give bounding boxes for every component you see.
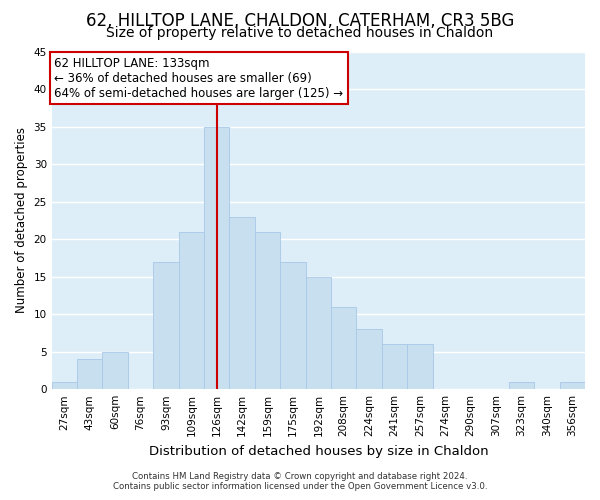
Bar — [255, 232, 280, 389]
Bar — [103, 352, 128, 389]
Bar — [305, 276, 331, 389]
Y-axis label: Number of detached properties: Number of detached properties — [15, 128, 28, 314]
Bar — [407, 344, 433, 389]
Bar — [229, 216, 255, 389]
Bar — [356, 329, 382, 389]
Bar — [179, 232, 204, 389]
Text: 62, HILLTOP LANE, CHALDON, CATERHAM, CR3 5BG: 62, HILLTOP LANE, CHALDON, CATERHAM, CR3… — [86, 12, 514, 30]
Bar — [331, 306, 356, 389]
Bar — [382, 344, 407, 389]
Bar — [52, 382, 77, 389]
Bar — [560, 382, 585, 389]
Bar — [204, 126, 229, 389]
Text: Size of property relative to detached houses in Chaldon: Size of property relative to detached ho… — [106, 26, 494, 40]
Text: Contains HM Land Registry data © Crown copyright and database right 2024.
Contai: Contains HM Land Registry data © Crown c… — [113, 472, 487, 491]
Bar — [153, 262, 179, 389]
Text: 62 HILLTOP LANE: 133sqm
← 36% of detached houses are smaller (69)
64% of semi-de: 62 HILLTOP LANE: 133sqm ← 36% of detache… — [55, 56, 343, 100]
Bar — [280, 262, 305, 389]
Bar — [77, 359, 103, 389]
X-axis label: Distribution of detached houses by size in Chaldon: Distribution of detached houses by size … — [149, 444, 488, 458]
Bar — [509, 382, 534, 389]
